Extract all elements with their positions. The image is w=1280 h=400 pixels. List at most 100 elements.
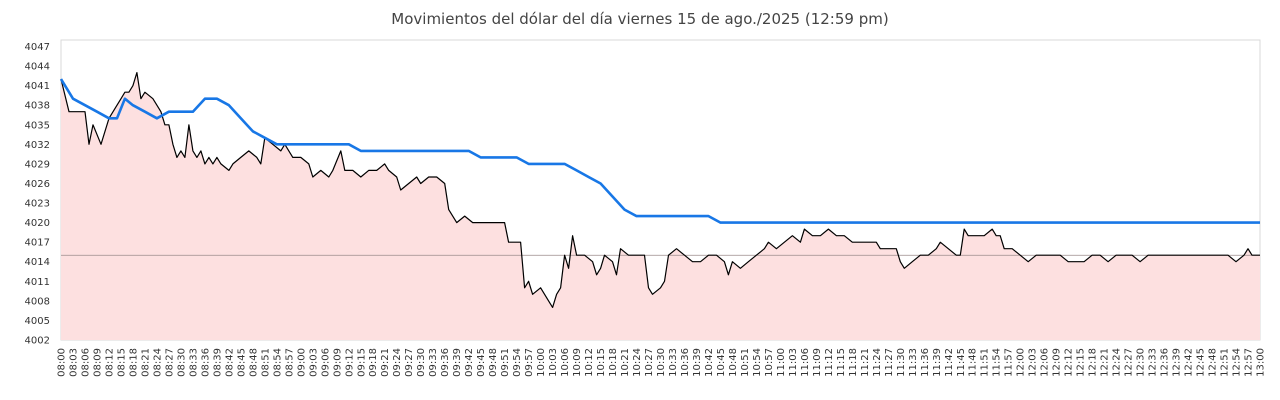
x-tick-label: 12:09: [1052, 348, 1063, 377]
x-tick-label: 09:09: [332, 348, 343, 377]
x-axis: 08:00 08:03 08:06 08:09 08:12 08:15 08:18 08:21…: [57, 348, 1267, 377]
x-tick-label: 10:45: [716, 348, 727, 377]
x-tick-label: 12:00: [1016, 348, 1027, 377]
y-tick-label: 4038: [25, 101, 50, 112]
x-tick-label: 08:09: [92, 348, 103, 377]
y-axis: 4002 4005 4008 4011 4014 4017 4020 4023 4026 4029…: [25, 42, 50, 346]
x-tick-label: 08:36: [200, 348, 211, 377]
x-tick-label: 11:42: [944, 348, 955, 377]
x-tick-label: 10:48: [728, 348, 739, 377]
series-0-line: [60, 71, 1260, 308]
y-tick-label: 4032: [25, 140, 50, 151]
x-tick-label: 09:57: [524, 348, 535, 377]
x-tick-label: 12:57: [1244, 348, 1255, 377]
x-tick-label: 11:36: [920, 348, 931, 377]
x-tick-label: 10:06: [560, 348, 571, 377]
x-tick-label: 09:39: [452, 348, 463, 377]
x-tick-label: 10:33: [668, 348, 679, 377]
y-tick-label: 4041: [25, 81, 50, 92]
y-tick-label: 4029: [25, 159, 50, 170]
x-tick-label: 08:12: [104, 348, 115, 377]
x-tick-label: 12:24: [1112, 348, 1123, 377]
y-tick-label: 4047: [25, 42, 50, 53]
x-tick-label: 08:39: [212, 348, 223, 377]
x-tick-label: 10:21: [620, 348, 631, 377]
x-tick-label: 09:00: [296, 348, 307, 377]
x-tick-label: 11:45: [956, 348, 967, 377]
x-tick-label: 09:12: [344, 348, 355, 377]
x-tick-label: 08:33: [188, 348, 199, 377]
series-0-fill: [61, 72, 1260, 340]
x-tick-label: 09:54: [512, 348, 523, 377]
x-tick-label: 11:48: [968, 348, 979, 377]
series-lines: [59, 71, 1260, 308]
x-tick-label: 10:15: [596, 348, 607, 377]
x-tick-label: 08:54: [272, 348, 283, 377]
x-tick-label: 12:12: [1064, 348, 1075, 377]
x-tick-label: 08:06: [80, 348, 91, 377]
x-tick-label: 10:03: [548, 348, 559, 377]
x-tick-label: 09:03: [308, 348, 319, 377]
x-tick-label: 11:12: [824, 348, 835, 377]
x-tick-label: 11:21: [860, 348, 871, 377]
x-tick-label: 12:18: [1088, 348, 1099, 377]
x-tick-label: 10:09: [572, 348, 583, 377]
y-tick-label: 4008: [25, 296, 50, 307]
x-tick-label: 08:45: [236, 348, 247, 377]
x-tick-label: 11:27: [884, 348, 895, 377]
x-tick-label: 08:15: [116, 348, 127, 377]
x-tick-label: 11:18: [848, 348, 859, 377]
x-tick-label: 12:45: [1196, 348, 1207, 377]
x-tick-label: 12:39: [1172, 348, 1183, 377]
chart-title: Movimientos del dólar del día viernes 15…: [391, 10, 889, 28]
y-tick-label: 4005: [25, 316, 50, 327]
x-tick-label: 08:21: [140, 348, 151, 377]
series-1-line: [59, 78, 1260, 224]
y-tick-label: 4020: [25, 218, 50, 229]
x-tick-label: 10:00: [536, 348, 547, 377]
x-tick-label: 12:03: [1028, 348, 1039, 377]
x-tick-label: 09:15: [356, 348, 367, 377]
y-tick-label: 4026: [25, 179, 50, 190]
x-tick-label: 10:27: [644, 348, 655, 377]
series-fill-area: [61, 72, 1260, 340]
x-tick-label: 08:18: [128, 348, 139, 377]
x-tick-label: 11:39: [932, 348, 943, 377]
x-tick-label: 12:27: [1124, 348, 1135, 377]
x-tick-label: 08:24: [152, 348, 163, 377]
y-tick-label: 4035: [25, 120, 50, 131]
x-tick-label: 11:54: [992, 348, 1003, 377]
x-tick-label: 10:57: [764, 348, 775, 377]
x-tick-label: 12:33: [1148, 348, 1159, 377]
x-tick-label: 08:51: [260, 348, 271, 377]
x-tick-label: 10:18: [608, 348, 619, 377]
x-tick-label: 08:27: [164, 348, 175, 377]
x-tick-label: 11:30: [896, 348, 907, 377]
x-tick-label: 08:42: [224, 348, 235, 377]
x-tick-label: 11:51: [980, 348, 991, 377]
x-tick-label: 11:03: [788, 348, 799, 377]
x-tick-label: 09:51: [500, 348, 511, 377]
x-tick-label: 12:36: [1160, 348, 1171, 377]
x-tick-label: 11:06: [800, 348, 811, 377]
x-tick-label: 09:30: [416, 348, 427, 377]
x-tick-label: 11:33: [908, 348, 919, 377]
x-tick-label: 11:09: [812, 348, 823, 377]
y-tick-label: 4014: [25, 257, 50, 268]
x-tick-label: 09:45: [476, 348, 487, 377]
x-tick-label: 09:42: [464, 348, 475, 377]
x-tick-label: 09:33: [428, 348, 439, 377]
x-tick-label: 12:06: [1040, 348, 1051, 377]
y-tick-label: 4044: [25, 62, 50, 73]
x-tick-label: 12:15: [1076, 348, 1087, 377]
x-tick-label: 09:18: [368, 348, 379, 377]
x-tick-label: 08:48: [248, 348, 259, 377]
x-tick-label: 08:57: [284, 348, 295, 377]
x-tick-label: 09:21: [380, 348, 391, 377]
x-tick-label: 09:48: [488, 348, 499, 377]
x-tick-label: 11:15: [836, 348, 847, 377]
x-tick-label: 12:21: [1100, 348, 1111, 377]
x-tick-label: 11:00: [776, 348, 787, 377]
x-tick-label: 09:24: [392, 348, 403, 377]
